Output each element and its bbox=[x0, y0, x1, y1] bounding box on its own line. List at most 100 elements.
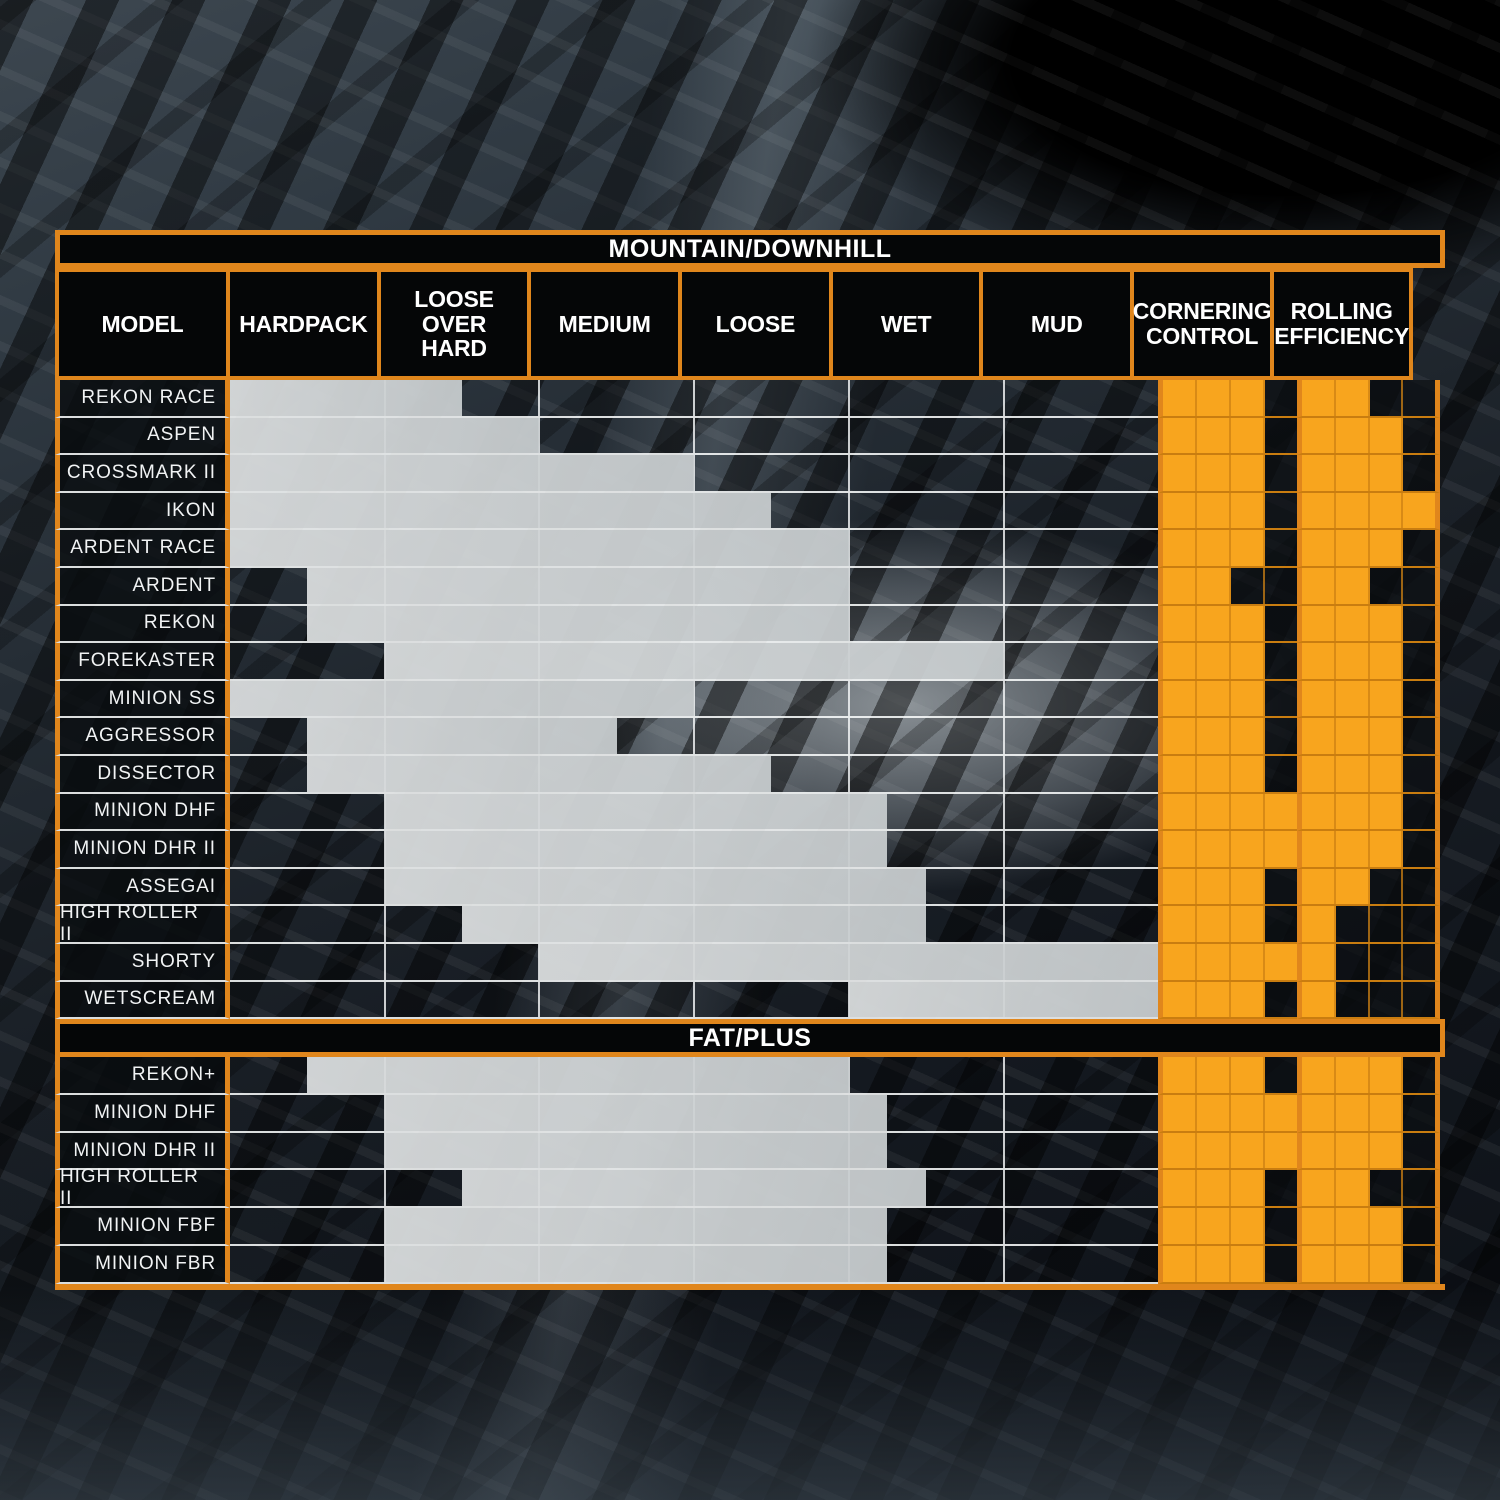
rolling-efficiency-rating bbox=[1297, 605, 1440, 644]
terrain-range-bar bbox=[462, 906, 926, 942]
model-label: FOREKASTER bbox=[55, 643, 230, 681]
rating-cell-empty bbox=[1265, 417, 1297, 454]
rating-cell-filled bbox=[1302, 492, 1336, 529]
rating-cell-filled bbox=[1163, 417, 1197, 454]
section-title-band: FAT/PLUS bbox=[55, 1019, 1445, 1058]
cornering-control-rating bbox=[1158, 868, 1302, 907]
rating-cell-filled bbox=[1335, 1132, 1370, 1169]
column-header-wet: WET bbox=[828, 268, 984, 380]
rating-cell-filled bbox=[1335, 1208, 1370, 1245]
rating-cell-empty bbox=[1403, 943, 1435, 980]
rolling-efficiency-rating bbox=[1297, 943, 1440, 982]
rating-cell-filled bbox=[1335, 530, 1370, 566]
rating-cell-filled bbox=[1197, 1208, 1231, 1245]
table-row: HIGH ROLLER II bbox=[55, 902, 1445, 945]
table-row: DISSECTOR bbox=[55, 755, 1445, 794]
rating-cell-empty bbox=[1403, 831, 1435, 867]
rating-cell-empty bbox=[1231, 567, 1265, 604]
terrain-range-track bbox=[230, 567, 1158, 606]
rating-cell-filled bbox=[1163, 1208, 1197, 1245]
rating-cell-filled bbox=[1335, 1094, 1370, 1131]
rating-cell-empty bbox=[1265, 1170, 1297, 1207]
table-row: MINION FBR bbox=[55, 1246, 1445, 1284]
model-label: MINION DHR II bbox=[55, 831, 230, 869]
terrain-range-bar bbox=[384, 1094, 888, 1131]
rating-cell-filled bbox=[1163, 1132, 1197, 1169]
rating-cell-filled bbox=[1231, 718, 1265, 754]
rating-cell-filled bbox=[1197, 1246, 1231, 1282]
cornering-control-rating bbox=[1158, 1132, 1302, 1171]
terrain-range-track bbox=[230, 1170, 1158, 1209]
model-label: ARDENT RACE bbox=[55, 530, 230, 568]
rating-cell-filled bbox=[1197, 380, 1231, 416]
rolling-efficiency-rating bbox=[1297, 1094, 1440, 1133]
rating-cell-filled bbox=[1163, 755, 1197, 792]
rolling-efficiency-rating bbox=[1297, 981, 1440, 1020]
rolling-efficiency-rating bbox=[1297, 793, 1440, 832]
rating-cell-empty bbox=[1265, 981, 1297, 1018]
terrain-range-bar bbox=[307, 1057, 849, 1093]
rating-cell-filled bbox=[1369, 530, 1404, 566]
rating-cell-empty bbox=[1265, 567, 1297, 604]
rating-cell-empty bbox=[1265, 1057, 1297, 1093]
background-blur-band bbox=[0, 1285, 1500, 1500]
column-header-loose: LOOSE bbox=[678, 268, 833, 380]
rating-cell-filled bbox=[1302, 1208, 1336, 1245]
rating-cell-filled bbox=[1335, 868, 1370, 905]
rating-cell-filled bbox=[1197, 793, 1231, 830]
rating-cell-filled bbox=[1369, 755, 1404, 792]
rating-cell-filled bbox=[1302, 455, 1336, 491]
terrain-range-track bbox=[230, 417, 1158, 456]
rating-cell-filled bbox=[1197, 492, 1231, 529]
terrain-range-track bbox=[230, 1094, 1158, 1133]
cornering-control-rating bbox=[1158, 492, 1302, 531]
terrain-range-bar bbox=[848, 981, 1158, 1018]
terrain-range-bar bbox=[384, 868, 926, 905]
cornering-control-rating bbox=[1158, 1057, 1302, 1095]
rating-cell-filled bbox=[1163, 455, 1197, 491]
rating-cell-filled bbox=[1302, 605, 1336, 642]
cornering-control-rating bbox=[1158, 718, 1302, 756]
rating-cell-filled bbox=[1197, 718, 1231, 754]
rating-cell-empty bbox=[1403, 643, 1435, 679]
table-row: MINION DHF bbox=[55, 793, 1445, 832]
rolling-efficiency-rating bbox=[1297, 680, 1440, 719]
terrain-range-track bbox=[230, 868, 1158, 907]
rating-cell-filled bbox=[1163, 530, 1197, 566]
rating-cell-filled bbox=[1231, 680, 1265, 717]
rolling-efficiency-rating bbox=[1297, 1170, 1440, 1209]
rating-cell-filled bbox=[1369, 793, 1404, 830]
rating-cell-empty bbox=[1403, 718, 1435, 754]
table-row: SHORTY bbox=[55, 943, 1445, 982]
terrain-range-bar bbox=[384, 1246, 888, 1282]
rating-cell-filled bbox=[1231, 755, 1265, 792]
rating-cell-filled bbox=[1197, 455, 1231, 491]
table-row: HIGH ROLLER II bbox=[55, 1166, 1445, 1209]
rating-cell-filled bbox=[1369, 1132, 1404, 1169]
cornering-control-rating bbox=[1158, 943, 1302, 982]
rating-cell-empty bbox=[1265, 530, 1297, 566]
terrain-range-track bbox=[230, 1057, 1158, 1095]
rating-cell-filled bbox=[1197, 1170, 1231, 1207]
rating-cell-empty bbox=[1265, 868, 1297, 905]
rating-cell-filled bbox=[1335, 567, 1370, 604]
rating-cell-filled bbox=[1265, 793, 1297, 830]
rating-cell-empty bbox=[1403, 1057, 1435, 1093]
rating-cell-filled bbox=[1197, 831, 1231, 867]
table-row: MINION DHR II bbox=[55, 831, 1445, 869]
model-label: ASPEN bbox=[55, 417, 230, 456]
rating-cell-empty bbox=[1403, 868, 1435, 905]
rating-cell-filled bbox=[1231, 492, 1265, 529]
terrain-range-bar bbox=[230, 380, 462, 416]
rating-cell-filled bbox=[1335, 1057, 1370, 1093]
rating-cell-filled bbox=[1197, 567, 1231, 604]
terrain-range-track bbox=[230, 981, 1158, 1020]
rating-cell-filled bbox=[1302, 868, 1336, 905]
terrain-range-track bbox=[230, 1246, 1158, 1284]
rating-cell-filled bbox=[1265, 1094, 1297, 1131]
rolling-efficiency-rating bbox=[1297, 455, 1440, 493]
rating-cell-empty bbox=[1369, 567, 1404, 604]
table-row: ASSEGAI bbox=[55, 868, 1445, 907]
rating-cell-filled bbox=[1302, 417, 1336, 454]
rating-cell-filled bbox=[1231, 1057, 1265, 1093]
